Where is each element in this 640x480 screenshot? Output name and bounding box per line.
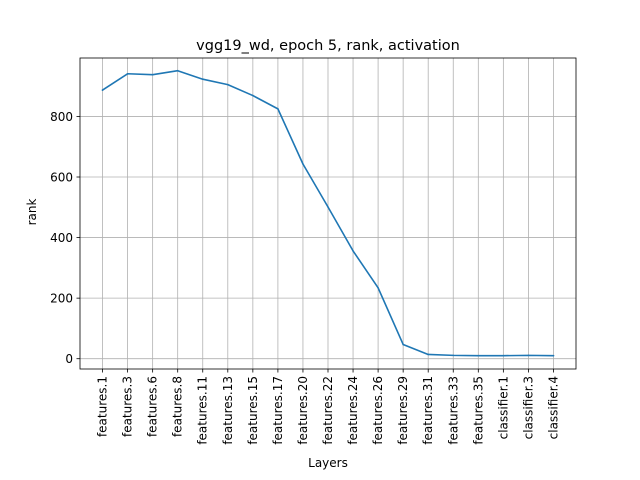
plot-frame — [79, 57, 577, 370]
x-tick-label: classifier.3 — [521, 376, 535, 439]
x-tick-label: features.26 — [371, 376, 385, 445]
chart-title: vgg19_wd, epoch 5, rank, activation — [196, 38, 460, 54]
x-tick-label: features.11 — [196, 376, 210, 445]
data-point — [477, 354, 480, 357]
data-point — [552, 354, 555, 357]
x-tick-label: features.20 — [296, 376, 310, 445]
x-tick-label: features.13 — [221, 376, 235, 445]
data-point — [126, 72, 129, 75]
data-point — [226, 83, 229, 86]
data-point — [201, 78, 204, 80]
data-point — [176, 69, 179, 72]
y-tick-label: 200 — [50, 292, 73, 306]
y-tick-label: 800 — [50, 110, 73, 124]
data-point — [402, 343, 404, 346]
x-tick-label: features.22 — [321, 376, 335, 445]
data-point — [427, 353, 430, 356]
data-point — [302, 163, 304, 165]
x-tick-label: features.15 — [246, 376, 260, 445]
data-point — [151, 73, 154, 76]
y-tick-label: 400 — [50, 231, 73, 245]
data-point — [252, 94, 254, 97]
data-point — [502, 354, 505, 357]
y-axis-label: rank — [25, 199, 39, 226]
x-tick-label: features.3 — [121, 376, 135, 437]
data-point — [327, 206, 329, 208]
data-point — [377, 287, 379, 289]
data-point — [527, 354, 530, 357]
y-tick-label: 600 — [50, 171, 73, 185]
x-tick-label: features.31 — [421, 376, 435, 445]
x-tick-label: features.24 — [346, 376, 360, 445]
x-tick-label: features.6 — [146, 376, 160, 437]
x-tick-label: classifier.1 — [496, 376, 510, 439]
x-tick-label: features.35 — [471, 376, 485, 445]
grid — [80, 58, 576, 369]
x-tick-label: features.17 — [271, 376, 285, 445]
y-tick-label: 0 — [65, 352, 73, 366]
x-axis-label: Layers — [308, 456, 348, 470]
data-point — [352, 250, 354, 252]
x-tick-label: features.1 — [96, 376, 110, 437]
series-layer — [101, 69, 555, 357]
x-tick-label: features.29 — [396, 376, 410, 445]
x-tick-label: features.33 — [446, 376, 460, 445]
data-point — [277, 108, 279, 110]
data-point — [101, 89, 104, 91]
axis-ticks: features.1 features.3 features.6 features.8… — [50, 110, 560, 445]
x-tick-label: features.8 — [171, 376, 185, 437]
data-point — [452, 354, 455, 357]
x-tick-label: classifier.4 — [546, 376, 560, 439]
